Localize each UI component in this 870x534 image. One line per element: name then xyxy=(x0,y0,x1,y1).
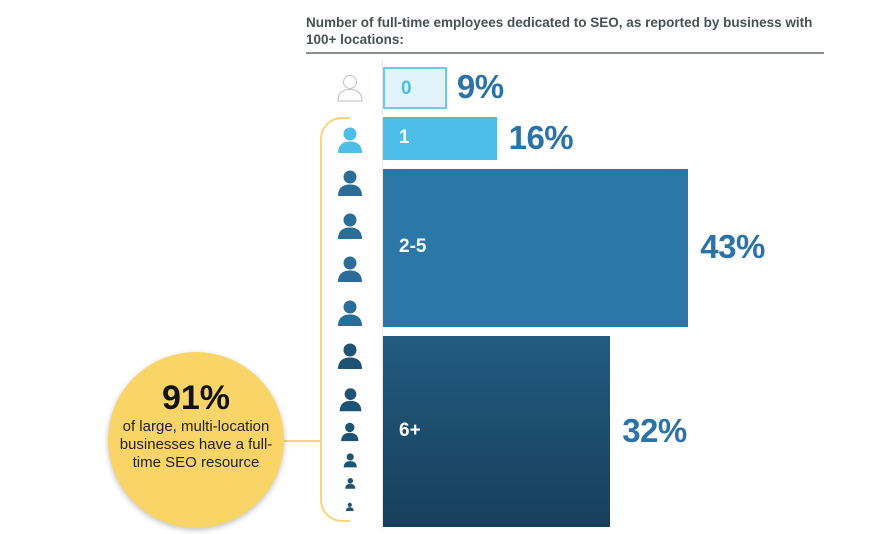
chart-title: Number of full-time employees dedicated … xyxy=(306,15,813,47)
bar-6+: 6+ xyxy=(383,336,611,527)
person-icon xyxy=(335,254,365,289)
person-icon xyxy=(335,168,365,203)
title-divider xyxy=(306,52,824,54)
y-axis-line xyxy=(382,60,383,530)
value-label: 9% xyxy=(456,68,504,105)
callout-value: 91% xyxy=(161,379,231,417)
category-label: 2-5 xyxy=(399,236,427,257)
person-icon xyxy=(344,477,357,495)
callout-connector xyxy=(282,440,321,442)
value-label: 16% xyxy=(508,118,574,156)
bar-2-5: 2-5 xyxy=(383,169,689,327)
person-icon xyxy=(335,211,365,246)
person-icon xyxy=(337,386,364,418)
category-label: 6+ xyxy=(399,419,421,441)
bar-0: 0 xyxy=(383,67,447,109)
person-outline-icon xyxy=(335,73,365,108)
person-icon xyxy=(335,341,365,376)
category-label: 1 xyxy=(399,126,410,148)
bar-1: 1 xyxy=(383,117,497,160)
person-icon xyxy=(339,421,361,448)
callout-text: of large, multi-location businesses have… xyxy=(119,418,273,471)
category-label: 0 xyxy=(401,78,412,99)
value-label: 32% xyxy=(622,411,687,449)
callout-circle: 91% of large, multi-location businesses … xyxy=(108,352,284,528)
person-icon xyxy=(342,452,359,474)
value-label: 43% xyxy=(700,228,765,265)
person-icon xyxy=(335,298,365,333)
callout-bracket xyxy=(320,117,350,522)
